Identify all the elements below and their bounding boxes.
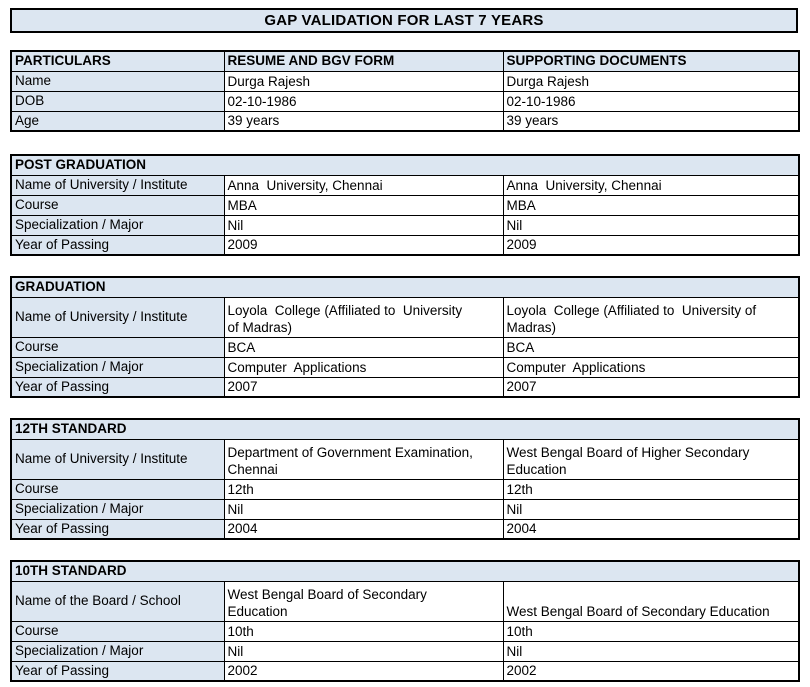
supporting-cell: 2004: [502, 518, 800, 540]
supporting-cell: Durga Rajesh: [502, 70, 800, 92]
supporting-cell: Nil: [502, 498, 800, 520]
row-label: Course: [10, 194, 225, 216]
table-row: Year of Passing 2009 2009: [10, 234, 800, 256]
table-row: Course MBA MBA: [10, 194, 800, 216]
row-label: Name of University / Institute: [10, 438, 225, 480]
row-label: Year of Passing: [10, 518, 225, 540]
table-row: Name of University / Institute Loyola Col…: [10, 296, 800, 338]
table-10th-standard: 10TH STANDARD Name of the Board / School W…: [10, 560, 801, 682]
page-title: GAP VALIDATION FOR LAST 7 YEARS: [10, 8, 798, 33]
resume-cell: 12th: [223, 478, 504, 500]
resume-cell: Computer Applications: [223, 356, 504, 378]
row-label: Name: [10, 70, 225, 92]
resume-cell: BCA: [223, 336, 504, 358]
column-header-row: PARTICULARS RESUME AND BGV FORM SUPPORTING…: [10, 50, 800, 72]
resume-cell: 2002: [223, 660, 504, 682]
table-row: Year of Passing 2004 2004: [10, 518, 800, 540]
tables-container: PARTICULARS RESUME AND BGV FORM SUPPORTING…: [10, 50, 810, 682]
supporting-cell: West Bengal Board of Secondary Education: [502, 580, 800, 622]
section-header-row: POST GRADUATION: [10, 154, 800, 176]
supporting-cell: 02-10-1986: [502, 90, 800, 112]
supporting-cell: 39 years: [502, 110, 800, 132]
resume-cell: Department of Government Examination, Ch…: [223, 438, 504, 480]
table-12th-standard: 12TH STANDARD Name of University / Instit…: [10, 418, 801, 540]
table-row: Age 39 years 39 years: [10, 110, 800, 132]
section-header: 10TH STANDARD: [10, 560, 800, 582]
table-row: Course 12th 12th: [10, 478, 800, 500]
resume-cell: 2009: [223, 234, 504, 256]
supporting-cell: 12th: [502, 478, 800, 500]
supporting-cell: Nil: [502, 214, 800, 236]
row-label: Year of Passing: [10, 660, 225, 682]
resume-cell: 10th: [223, 620, 504, 642]
table-row: Specialization / Major Computer Applicati…: [10, 356, 800, 378]
table-row: Specialization / Major Nil Nil: [10, 214, 800, 236]
row-label: Name of University / Institute: [10, 174, 225, 196]
section-header-row: GRADUATION: [10, 276, 800, 298]
section-header: GRADUATION: [10, 276, 800, 298]
row-label: Name of the Board / School: [10, 580, 225, 622]
column-header: RESUME AND BGV FORM: [223, 50, 504, 72]
row-label: Name of University / Institute: [10, 296, 225, 338]
supporting-cell: West Bengal Board of Higher Secondary Ed…: [502, 438, 800, 480]
table-row: Course 10th 10th: [10, 620, 800, 642]
table-row: Name of the Board / School West Bengal Bo…: [10, 580, 800, 622]
section-header: POST GRADUATION: [10, 154, 800, 176]
supporting-cell: BCA: [502, 336, 800, 358]
table-row: Year of Passing 2007 2007: [10, 376, 800, 398]
table-post-graduation: POST GRADUATION Name of University / Inst…: [10, 154, 801, 256]
section-header-row: 12TH STANDARD: [10, 418, 800, 440]
resume-cell: Durga Rajesh: [223, 70, 504, 92]
row-label: DOB: [10, 90, 225, 112]
row-label: Specialization / Major: [10, 498, 225, 520]
supporting-cell: Anna University, Chennai: [502, 174, 800, 196]
row-label: Year of Passing: [10, 234, 225, 256]
column-header: SUPPORTING DOCUMENTS: [502, 50, 800, 72]
resume-cell: 2007: [223, 376, 504, 398]
supporting-cell: 2009: [502, 234, 800, 256]
row-label: Year of Passing: [10, 376, 225, 398]
table-row: Specialization / Major Nil Nil: [10, 640, 800, 662]
row-label: Specialization / Major: [10, 214, 225, 236]
row-label: Specialization / Major: [10, 640, 225, 662]
resume-cell: Loyola College (Affiliated to University…: [223, 296, 504, 338]
table-row: Course BCA BCA: [10, 336, 800, 358]
supporting-cell: 2007: [502, 376, 800, 398]
resume-cell: MBA: [223, 194, 504, 216]
row-label: Age: [10, 110, 225, 132]
table-row: DOB 02-10-1986 02-10-1986: [10, 90, 800, 112]
table-row: Year of Passing 2002 2002: [10, 660, 800, 682]
supporting-cell: Loyola College (Affiliated to University…: [502, 296, 800, 338]
resume-cell: Nil: [223, 214, 504, 236]
supporting-cell: 10th: [502, 620, 800, 642]
table-row: Specialization / Major Nil Nil: [10, 498, 800, 520]
section-header-row: 10TH STANDARD: [10, 560, 800, 582]
resume-cell: 2004: [223, 518, 504, 540]
resume-cell: 02-10-1986: [223, 90, 504, 112]
row-label: Course: [10, 336, 225, 358]
table-graduation: GRADUATION Name of University / Institute…: [10, 276, 801, 398]
section-header: 12TH STANDARD: [10, 418, 800, 440]
table-particulars: PARTICULARS RESUME AND BGV FORM SUPPORTING…: [10, 50, 800, 132]
supporting-cell: 2002: [502, 660, 800, 682]
table-row: Name of University / Institute Anna Unive…: [10, 174, 800, 196]
column-header: PARTICULARS: [10, 50, 225, 72]
row-label: Course: [10, 478, 225, 500]
supporting-cell: Computer Applications: [502, 356, 800, 378]
resume-cell: West Bengal Board of Secondary Education: [223, 580, 504, 622]
table-row: Name Durga Rajesh Durga Rajesh: [10, 70, 800, 92]
row-label: Course: [10, 620, 225, 642]
row-label: Specialization / Major: [10, 356, 225, 378]
resume-cell: Anna University, Chennai: [223, 174, 504, 196]
supporting-cell: Nil: [502, 640, 800, 662]
resume-cell: 39 years: [223, 110, 504, 132]
supporting-cell: MBA: [502, 194, 800, 216]
resume-cell: Nil: [223, 498, 504, 520]
resume-cell: Nil: [223, 640, 504, 662]
table-row: Name of University / Institute Department…: [10, 438, 800, 480]
